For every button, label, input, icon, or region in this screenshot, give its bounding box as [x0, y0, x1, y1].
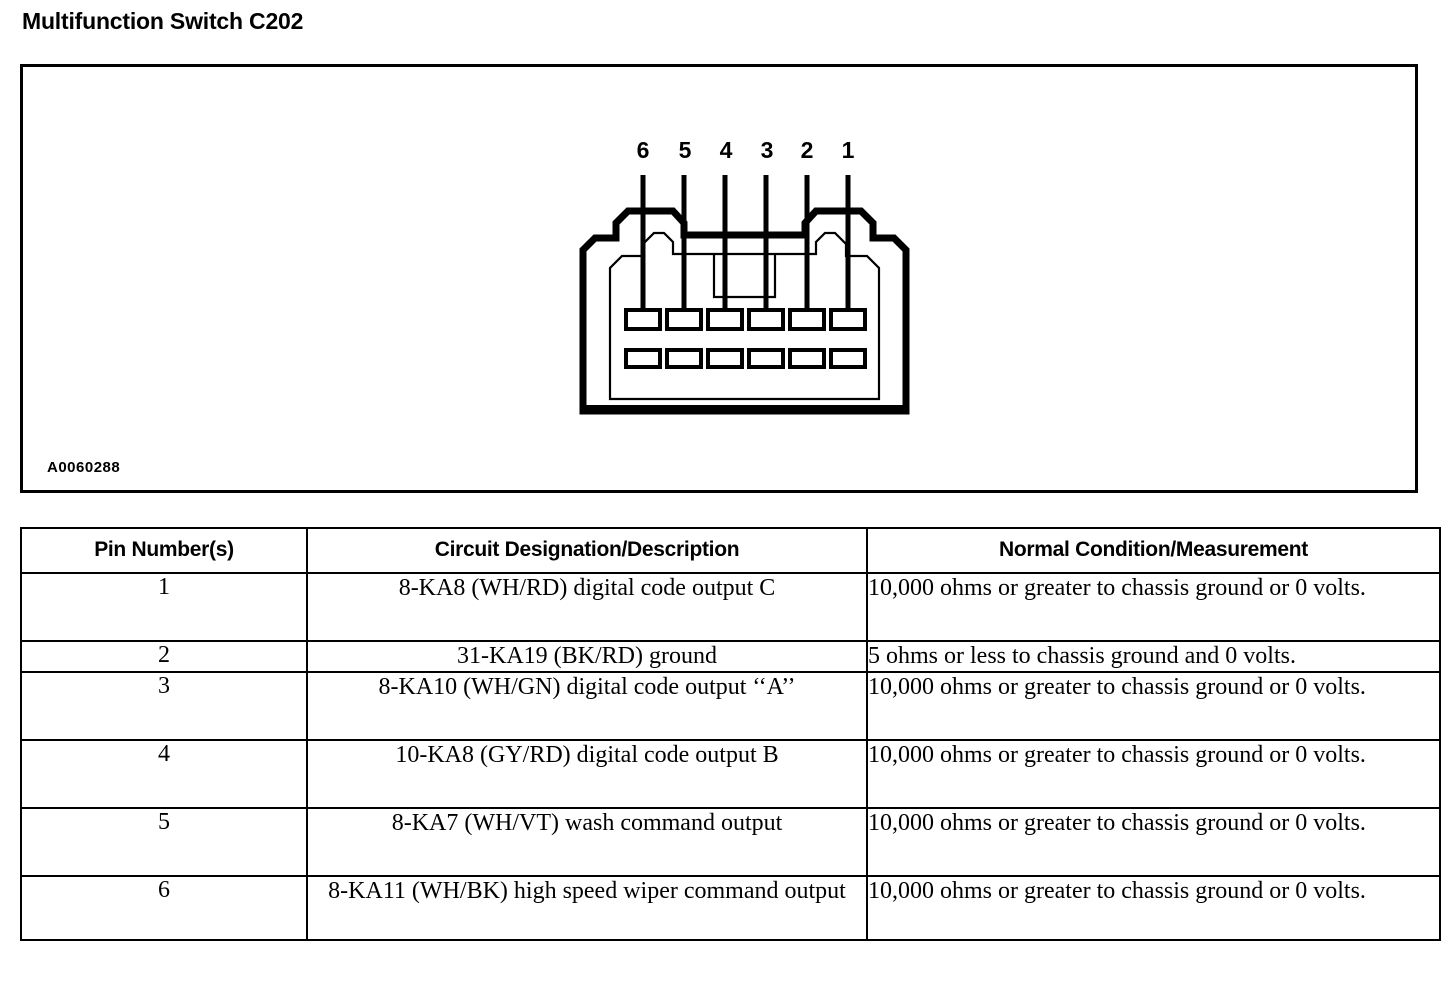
cell-description: 10-KA8 (GY/RD) digital code output B: [306, 739, 868, 810]
cell-pin-number: 2: [20, 639, 308, 674]
table-row: 5 8-KA7 (WH/VT) wash command output 10,0…: [20, 807, 1441, 878]
connector-outer-shell: [579, 207, 910, 415]
cell-pin-number: 5: [20, 807, 308, 878]
cell-description: 8-KA8 (WH/RD) digital code output C: [306, 572, 868, 642]
pin-leader-lines: [640, 175, 851, 312]
column-header-circuit: Circuit Designation/Description: [306, 527, 868, 574]
pin-label-1: 1: [841, 137, 855, 163]
cell-description: 8-KA7 (WH/VT) wash command output: [306, 807, 868, 878]
pin-label-3: 3: [760, 137, 774, 163]
connector-body-svg: [579, 175, 910, 415]
table-row: 1 8-KA8 (WH/RD) digital code output C 10…: [20, 572, 1441, 642]
cell-pin-number: 6: [20, 875, 308, 942]
connector-diagram: 6 5 4 3 2 1: [553, 137, 913, 427]
table-row: 2 31-KA19 (BK/RD) ground 5 ohms or less …: [20, 639, 1441, 674]
connector-inner-outline: [608, 231, 881, 401]
connector-base-bar: [580, 405, 909, 414]
connector-center-latch-tab: [712, 254, 777, 299]
cell-measurement: 10,000 ohms or greater to chassis ground…: [866, 671, 1441, 742]
cell-pin-number: 1: [20, 572, 308, 642]
cell-measurement: 10,000 ohms or greater to chassis ground…: [866, 739, 1441, 810]
cell-measurement: 10,000 ohms or greater to chassis ground…: [866, 807, 1441, 878]
pin-assignment-table: Pin Number(s) Circuit Designation/Descri…: [20, 527, 1441, 942]
column-header-pin-number: Pin Number(s): [20, 527, 308, 574]
table-row: 3 8-KA10 (WH/GN) digital code output ‘‘A…: [20, 671, 1441, 742]
pin-label-6: 6: [636, 137, 650, 163]
cell-description: 8-KA10 (WH/GN) digital code output ‘‘A’’: [306, 671, 868, 742]
cell-description: 31-KA19 (BK/RD) ground: [306, 639, 868, 674]
cell-measurement: 10,000 ohms or greater to chassis ground…: [866, 572, 1441, 642]
connector-figure-box: 6 5 4 3 2 1: [20, 64, 1418, 493]
terminal-cavity-row-lower: [624, 348, 867, 369]
table-row: 4 10-KA8 (GY/RD) digital code output B 1…: [20, 739, 1441, 810]
table-row: 6 8-KA11 (WH/BK) high speed wiper comman…: [20, 875, 1441, 942]
cell-pin-number: 3: [20, 671, 308, 742]
pin-label-4: 4: [719, 137, 733, 163]
cell-measurement: 10,000 ohms or greater to chassis ground…: [866, 875, 1441, 942]
figure-id-label: A0060288: [47, 459, 121, 476]
cell-measurement: 5 ohms or less to chassis ground and 0 v…: [866, 639, 1441, 674]
pin-label-5: 5: [678, 137, 692, 163]
page-title: Multifunction Switch C202: [22, 8, 304, 34]
terminal-cavity-row-upper: [624, 308, 867, 331]
cell-pin-number: 4: [20, 739, 308, 810]
pin-label-2: 2: [800, 137, 814, 163]
table-header-row: Pin Number(s) Circuit Designation/Descri…: [20, 527, 1441, 574]
cell-description: 8-KA11 (WH/BK) high speed wiper command …: [306, 875, 868, 942]
column-header-measurement: Normal Condition/Measurement: [866, 527, 1441, 574]
